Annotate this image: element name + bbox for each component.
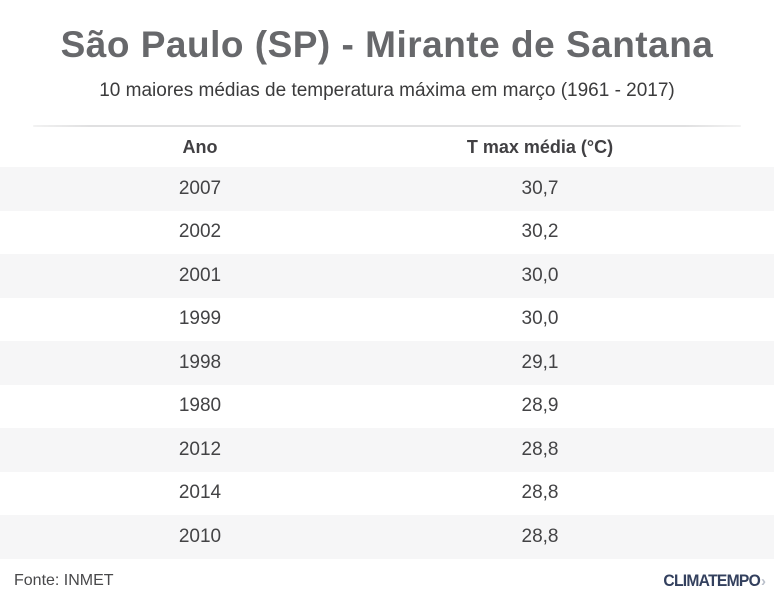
year-cell: 2012 bbox=[178, 438, 222, 460]
table-row: 2012 28,8 bbox=[0, 428, 774, 472]
year-cell: 2007 bbox=[178, 177, 222, 199]
tmax-cell: 30,0 bbox=[521, 264, 559, 286]
year-cell: 2010 bbox=[178, 525, 222, 547]
tmax-cell: 30,2 bbox=[521, 221, 559, 243]
table-row: 1999 30,0 bbox=[0, 297, 774, 341]
table-header-row: Ano T max média (°C) bbox=[0, 127, 774, 167]
year-cell: 2002 bbox=[178, 221, 222, 243]
table-row: 2002 30,2 bbox=[0, 210, 774, 254]
page-title: São Paulo (SP) - Mirante de Santana bbox=[60, 24, 714, 65]
header-divider bbox=[33, 125, 741, 127]
column-header-tmax: T max média (°C) bbox=[466, 136, 614, 157]
table-row: 2001 30,0 bbox=[0, 254, 774, 298]
tmax-cell: 30,0 bbox=[521, 308, 559, 330]
tmax-cell: 29,1 bbox=[521, 351, 559, 373]
table-row: 2014 28,8 bbox=[0, 471, 774, 515]
climatempo-logo: CLIMATEMPO › bbox=[655, 571, 766, 591]
table-row: 1980 28,9 bbox=[0, 384, 774, 428]
table-row: 1998 29,1 bbox=[0, 341, 774, 385]
year-cell: 2014 bbox=[178, 482, 222, 504]
climatempo-logo-text: CLIMATEMPO bbox=[663, 571, 760, 590]
year-cell: 1998 bbox=[178, 351, 222, 373]
year-cell: 1999 bbox=[178, 308, 222, 330]
footer: Fonte: INMET CLIMATEMPO › bbox=[0, 569, 774, 591]
tmax-cell: 30,7 bbox=[521, 177, 559, 199]
column-header-ano: Ano bbox=[182, 136, 218, 157]
chevron-right-icon: › bbox=[761, 572, 766, 590]
page-subtitle: 10 maiores médias de temperatura máxima … bbox=[99, 80, 675, 101]
table-row: 2010 28,8 bbox=[0, 515, 774, 559]
table-row: 2007 30,7 bbox=[0, 167, 774, 211]
table-body: 2007 30,7 2002 30,2 2001 30,0 1999 30,0 1998 29,1… bbox=[0, 167, 774, 559]
tmax-cell: 28,8 bbox=[521, 525, 559, 547]
tmax-cell: 28,9 bbox=[521, 395, 559, 417]
tmax-cell: 28,8 bbox=[521, 438, 559, 460]
temperature-table: Ano T max média (°C) 2007 30,7 2002 30,2 200… bbox=[0, 127, 774, 559]
source-label: Fonte: INMET bbox=[14, 572, 114, 589]
year-cell: 1980 bbox=[178, 395, 222, 417]
year-cell: 2001 bbox=[178, 264, 222, 286]
tmax-cell: 28,8 bbox=[521, 482, 559, 504]
